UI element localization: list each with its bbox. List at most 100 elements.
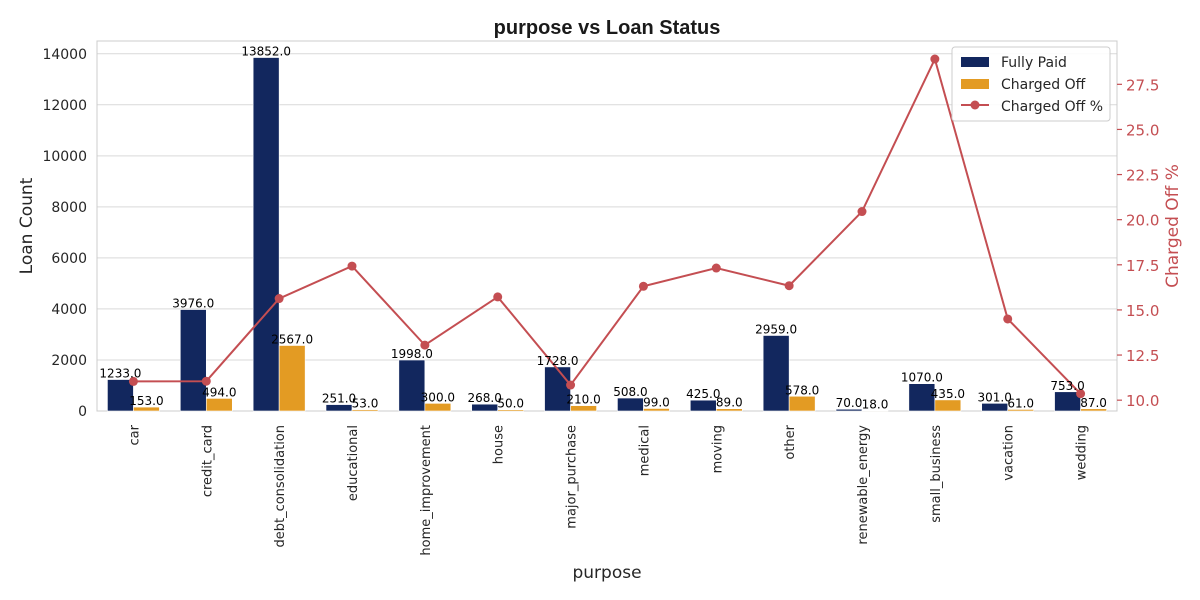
y2-tick-label: 10.0	[1126, 392, 1159, 410]
charged-off-pct-point	[711, 263, 721, 273]
x-tick-label: major_purchase	[565, 425, 580, 529]
bar-charged-off	[424, 403, 452, 412]
bar-fully-paid	[762, 335, 790, 412]
y2-tick-label: 22.5	[1126, 167, 1159, 185]
bar-fully-paid	[325, 404, 353, 412]
y-tick-label: 8000	[51, 200, 87, 216]
y-tick-label: 2000	[51, 353, 87, 369]
plot-frame	[96, 40, 1118, 412]
bar-charged-off	[643, 408, 670, 412]
chart-title: purpose vs Loan Status	[494, 17, 721, 39]
charged-off-pct-point	[1076, 389, 1086, 399]
bar-value-label: 435.0	[931, 387, 965, 401]
x-tick-label: home_improvement	[419, 425, 434, 556]
charged-off-pct-point	[784, 281, 794, 291]
bar-value-label: 89.0	[716, 396, 743, 410]
charged-off-pct-point	[1003, 314, 1013, 324]
charged-off-pct-point	[347, 261, 357, 271]
bar-fully-paid	[617, 397, 644, 412]
x-tick-label: debt_consolidation	[273, 425, 288, 548]
bar-charged-off	[715, 408, 743, 412]
bar-value-label: 61.0	[1007, 396, 1034, 410]
x-tick-label: moving	[710, 425, 725, 473]
legend-box	[951, 46, 1111, 122]
legend-marker-charged-off-pct	[970, 100, 980, 110]
y-axis-title: Loan Count	[17, 177, 37, 274]
bar-value-label: 2959.0	[755, 322, 797, 336]
bar-fully-paid	[398, 359, 426, 412]
bar-value-label: 99.0	[643, 395, 670, 409]
legend-label-charged-off: Charged Off	[1001, 77, 1086, 93]
y-tick-label: 12000	[42, 98, 87, 114]
x-tick-label: house	[492, 425, 507, 464]
bar-value-label: 1728.0	[537, 354, 579, 368]
bar-value-label: 1233.0	[99, 367, 141, 381]
bar-value-label: 210.0	[566, 393, 600, 407]
bar-value-label: 268.0	[468, 391, 502, 405]
bar-value-label: 50.0	[497, 397, 524, 411]
bar-value-label: 300.0	[421, 390, 455, 404]
bar-fully-paid	[689, 399, 717, 412]
bar-value-label: 508.0	[613, 385, 647, 399]
legend-label-fully-paid: Fully Paid	[1001, 55, 1067, 71]
legend-label-charged-off-pct: Charged Off %	[1001, 99, 1103, 115]
y-tick-label: 14000	[42, 47, 87, 63]
bar-series	[107, 57, 1107, 412]
bar-value-label: 2567.0	[271, 332, 313, 346]
y2-tick-label: 25.0	[1126, 121, 1159, 139]
bar-value-label: 1998.0	[391, 347, 433, 361]
line-series	[128, 54, 1086, 399]
charged-off-pct-point	[128, 376, 138, 386]
legend-swatch-charged-off	[961, 79, 989, 89]
y-tick-label: 10000	[42, 149, 87, 165]
bar-fully-paid	[981, 403, 1009, 412]
bar-value-label: 153.0	[129, 394, 163, 408]
x-axis-ticks: car credit_card debt_consolidation educatio…	[127, 424, 1089, 555]
bar-value-label: 3976.0	[172, 297, 214, 311]
bar-charged-off	[570, 405, 597, 412]
bar-value-label: 13852.0	[241, 45, 291, 59]
x-tick-label: credit_card	[200, 425, 215, 497]
bar-charged-off	[133, 406, 160, 412]
y2-axis-ticks: 10.0 12.5 15.0 17.5 20.0 22.5 25.0 27.5	[1117, 76, 1159, 410]
bar-value-label: 494.0	[202, 385, 236, 399]
legend: Fully Paid Charged Off Charged Off %	[951, 46, 1111, 122]
bar-charged-off	[1007, 409, 1035, 412]
charged-off-pct-point	[201, 376, 211, 386]
bar-value-label: 87.0	[1080, 396, 1107, 410]
x-tick-label: car	[127, 424, 142, 445]
y2-tick-label: 15.0	[1126, 302, 1159, 320]
bar-charged-off	[497, 409, 525, 412]
charged-off-pct-point	[857, 207, 867, 217]
x-tick-label: educational	[346, 425, 361, 501]
bar-fully-paid	[1054, 391, 1081, 412]
charged-off-pct-point	[420, 340, 430, 350]
bar-charged-off	[351, 409, 379, 412]
bar-value-label: 578.0	[785, 383, 819, 397]
charged-off-pct-point	[566, 380, 576, 390]
bar-charged-off	[861, 410, 889, 412]
x-tick-label: medical	[637, 425, 652, 476]
bar-charged-off	[205, 398, 233, 412]
charged-off-pct-line	[133, 56, 1082, 395]
y-tick-label: 0	[78, 404, 87, 420]
charged-off-pct-point	[638, 281, 648, 291]
bar-data-labels: 1233.0 3976.0 13852.0 251.0 1998.0 268.0 1728.…	[99, 45, 1107, 412]
x-tick-label: vacation	[1002, 425, 1017, 481]
y-axis-ticks: 0 2000 4000 6000 8000 10000 12000 14000	[42, 47, 87, 420]
bar-charged-off	[278, 345, 306, 412]
y2-tick-label: 27.5	[1126, 76, 1159, 94]
bar-fully-paid	[835, 408, 863, 412]
y2-tick-label: 17.5	[1126, 257, 1159, 275]
bar-value-label: 301.0	[978, 390, 1012, 404]
y-tick-label: 4000	[51, 302, 87, 318]
charged-off-pct-point	[493, 292, 503, 302]
bar-value-label: 425.0	[686, 387, 720, 401]
bar-value-label: 70.0	[836, 396, 863, 410]
bar-fully-paid	[107, 379, 134, 412]
charged-off-pct-point	[274, 294, 284, 304]
y2-tick-label: 12.5	[1126, 347, 1159, 365]
bar-fully-paid	[252, 57, 280, 412]
bar-fully-paid	[471, 403, 499, 412]
